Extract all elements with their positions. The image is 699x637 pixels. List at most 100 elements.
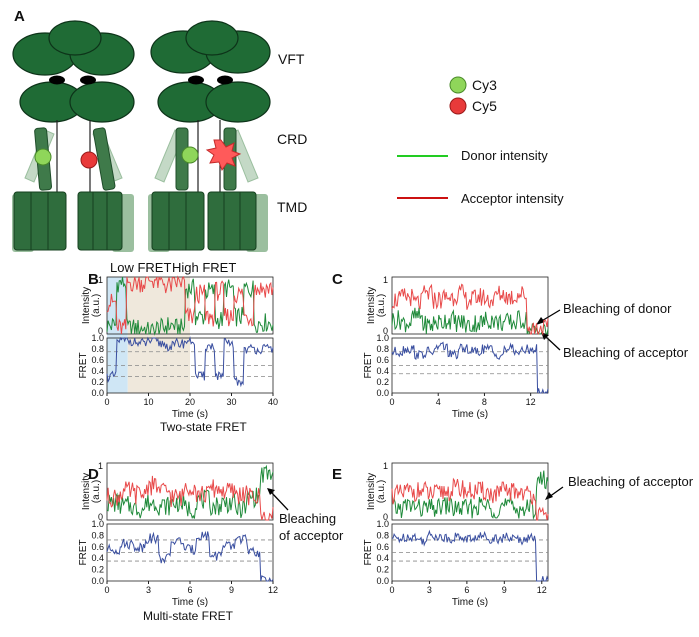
intensity-tick-label: 0: [383, 512, 388, 522]
arrow-acceptor-d: [270, 491, 289, 511]
legend-donor-label: Donor intensity: [461, 148, 548, 163]
intensity-trace: [391, 477, 549, 521]
x-tick-label: 3: [146, 585, 151, 595]
x-tick-label: 8: [482, 397, 487, 407]
x-tick-label: 4: [436, 397, 441, 407]
x-tick-label: 6: [187, 585, 192, 595]
fret-tick-label: 0.4: [376, 553, 389, 563]
fret-tick-label: 0.0: [91, 576, 104, 586]
intensity-tick-label: 0: [383, 326, 388, 336]
arrow-donor-head-icon: [536, 317, 545, 325]
annotation-bleaching-acceptor-c: Bleaching of acceptor: [563, 345, 689, 360]
intensity-tick-label: 1: [383, 461, 388, 471]
intensity-axis-unit: (a.u.): [91, 294, 102, 317]
fret-axis-label: FRET: [363, 352, 374, 378]
fret-tick-label: 0.0: [376, 388, 389, 398]
intensity-axis-label: Intensity: [81, 287, 92, 324]
x-tick-label: 0: [104, 397, 109, 407]
intensity-axis-unit: (a.u.): [376, 480, 387, 503]
annotation-bleaching-donor: Bleaching of donor: [563, 301, 672, 316]
intensity-trace: [106, 276, 274, 336]
intensity-axis-label: Intensity: [366, 473, 377, 510]
panel-e-label: E: [332, 466, 342, 483]
annotation-bleaching-e: Bleaching of acceptor: [568, 474, 694, 489]
intensity-axis-unit: (a.u.): [91, 480, 102, 503]
fret-tick-label: 0.0: [91, 388, 104, 398]
fret-tick-label: 0.2: [91, 377, 104, 387]
intensity-tick-label: 0: [98, 326, 103, 336]
arrow-acceptor-d-head-icon: [267, 488, 275, 495]
intensity-trace: [106, 275, 274, 335]
fret-axis-label: FRET: [363, 539, 374, 565]
fret-tick-label: 0.6: [91, 355, 104, 365]
fret-tick-label: 0.6: [376, 542, 389, 552]
caption-two-state: Two-state FRET: [160, 420, 247, 434]
fret-tick-label: 0.4: [376, 366, 389, 376]
intensity-tick-label: 1: [98, 275, 103, 285]
fret-tick-label: 0.6: [376, 355, 389, 365]
x-tick-label: 40: [268, 397, 278, 407]
fret-axis-label: FRET: [78, 352, 89, 378]
panel-a-label: A: [14, 8, 25, 25]
panel-b-label: B: [88, 271, 99, 288]
x-tick-label: 6: [464, 585, 469, 595]
fret-tick-label: 0.2: [376, 377, 389, 387]
intensity-plot-frame: [106, 276, 274, 335]
shaded-region: [127, 277, 190, 393]
panel-d-label: D: [88, 466, 99, 483]
legend-cy5: Cy5: [472, 98, 497, 114]
cy5-dot-icon: [449, 97, 467, 115]
fret-tick-label: 1.0: [376, 333, 389, 343]
fret-tick-label: 1.0: [376, 519, 389, 529]
domain-label-crd: CRD: [277, 131, 307, 147]
intensity-trace: [106, 475, 274, 521]
low-fret-label: Low FRET: [110, 260, 171, 275]
fret-trace: [391, 341, 549, 394]
intensity-trace: [391, 307, 549, 335]
x-axis-label: Time (s): [452, 409, 488, 420]
fret-tick-label: 0.6: [91, 542, 104, 552]
fret-tick-label: 0.8: [376, 344, 389, 354]
intensity-trace: [106, 464, 274, 519]
fret-tick-label: 1.0: [91, 519, 104, 529]
fret-tick-label: 0.2: [91, 565, 104, 575]
x-tick-label: 30: [226, 397, 236, 407]
x-tick-label: 20: [185, 397, 195, 407]
intensity-tick-label: 0: [98, 512, 103, 522]
domain-label-tmd: TMD: [277, 199, 307, 215]
annotation-bleaching-d-2: of acceptor: [279, 528, 344, 543]
caption-multi-state: Multi-state FRET: [143, 609, 234, 623]
intensity-axis-label: Intensity: [81, 473, 92, 510]
fret-trace: [106, 336, 274, 388]
x-axis-label: Time (s): [172, 409, 208, 420]
fret-tick-label: 0.8: [91, 530, 104, 540]
fret-tick-label: 0.4: [91, 553, 104, 563]
fret-trace: [391, 529, 549, 582]
arrow-acceptor-e-head-icon: [545, 492, 553, 500]
cy3-dot-icon: [449, 76, 467, 94]
x-tick-label: 0: [389, 397, 394, 407]
receptor-closed: [148, 20, 271, 252]
intensity-axis-label: Intensity: [366, 287, 377, 324]
intensity-trace: [391, 470, 549, 521]
x-tick-label: 0: [104, 585, 109, 595]
x-tick-label: 12: [268, 585, 278, 595]
intensity-trace: [391, 283, 549, 336]
fret-tick-label: 0.8: [376, 530, 389, 540]
intensity-tick-label: 1: [98, 461, 103, 471]
high-fret-label: High FRET: [172, 260, 236, 275]
x-axis-label: Time (s): [452, 597, 488, 608]
legend-acceptor-label: Acceptor intensity: [461, 191, 564, 206]
x-tick-label: 9: [502, 585, 507, 595]
intensity-plot-frame: [391, 276, 549, 335]
intensity-axis-unit: (a.u.): [376, 294, 387, 317]
panel-c-label: C: [332, 271, 343, 288]
intensity-plot-frame: [106, 462, 274, 521]
x-tick-label: 3: [427, 585, 432, 595]
x-tick-label: 12: [537, 585, 547, 595]
intensity-tick-label: 1: [383, 275, 388, 285]
fret-tick-label: 1.0: [91, 333, 104, 343]
